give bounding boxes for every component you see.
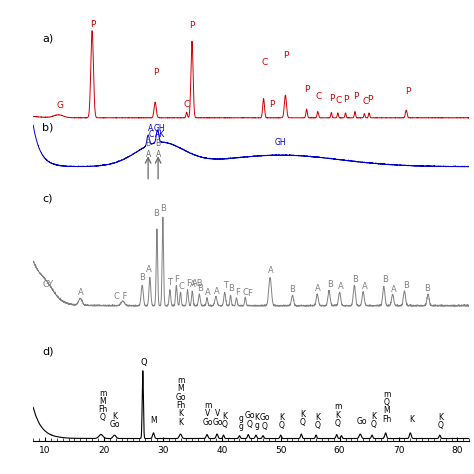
Text: A: A (146, 150, 151, 159)
Text: C: C (315, 91, 321, 100)
Text: B: B (290, 285, 295, 294)
Text: a): a) (42, 34, 53, 44)
Text: B: B (382, 274, 388, 283)
Text: c): c) (42, 193, 53, 203)
Text: K
g: K g (255, 412, 260, 430)
Text: B: B (146, 139, 151, 148)
Text: A: A (214, 287, 219, 296)
Text: B: B (155, 139, 161, 148)
Text: AB: AB (192, 279, 203, 288)
Text: A: A (315, 284, 321, 293)
Text: C: C (335, 96, 342, 105)
Text: A: A (268, 265, 273, 274)
Text: A: A (338, 282, 344, 291)
Text: B: B (352, 274, 358, 283)
Text: A: A (77, 288, 83, 297)
Text: P: P (190, 21, 195, 30)
Text: C F: C F (114, 292, 127, 301)
Text: F: F (235, 288, 239, 297)
Text: P: P (304, 85, 310, 94)
Text: C: C (148, 129, 154, 138)
Text: A: A (146, 264, 152, 273)
Text: Go
Q: Go Q (244, 411, 255, 428)
Text: F: F (186, 279, 191, 288)
Text: K: K (410, 415, 415, 424)
Text: m
V
Go: m V Go (202, 401, 213, 427)
Text: T: T (223, 281, 228, 290)
Text: C: C (178, 282, 184, 291)
Text: A: A (190, 280, 196, 289)
Text: B: B (327, 280, 333, 289)
Text: m
Q
M
Fh: m Q M Fh (382, 390, 392, 424)
Text: C: C (184, 100, 190, 109)
Text: B: B (139, 273, 145, 282)
Text: K
Q: K Q (315, 412, 321, 430)
Text: b): b) (42, 122, 54, 132)
Text: K
Q: K Q (371, 412, 377, 429)
Text: C: C (243, 288, 249, 297)
Text: K
Go: K Go (109, 412, 120, 429)
Text: A: A (205, 288, 210, 297)
Text: B: B (160, 204, 166, 213)
Text: m
M
Fh
Q: m M Fh Q (98, 389, 107, 422)
Text: C: C (261, 58, 267, 67)
Text: V
Go: V Go (212, 409, 223, 427)
Text: GY: GY (42, 280, 54, 289)
Text: Go
Q: Go Q (260, 413, 270, 430)
Text: B: B (228, 284, 234, 293)
Text: P: P (269, 100, 274, 109)
Text: m
K
Q: m K Q (334, 402, 342, 428)
Text: A: A (362, 282, 367, 291)
Text: P: P (343, 95, 349, 104)
Text: P: P (353, 91, 358, 100)
Text: B: B (403, 281, 409, 290)
Text: P: P (283, 51, 289, 60)
Text: K
Q: K Q (300, 410, 305, 427)
Text: P: P (329, 94, 335, 103)
Text: P: P (90, 20, 95, 29)
Text: M: M (151, 416, 157, 425)
Text: K
Q: K Q (222, 412, 228, 429)
Text: Q: Q (140, 358, 146, 367)
Text: P: P (153, 68, 158, 77)
Text: P: P (405, 87, 410, 96)
Text: F: F (247, 289, 253, 298)
Text: GH: GH (275, 138, 286, 147)
Text: C: C (363, 97, 369, 106)
Text: B: B (197, 283, 203, 292)
Text: B: B (154, 209, 159, 218)
Text: P: P (367, 95, 373, 104)
Text: m
M
Go
Fh
K
K: m M Go Fh K K (175, 376, 186, 427)
Text: A: A (148, 124, 154, 133)
Text: AK: AK (155, 129, 165, 138)
Text: B: B (424, 284, 430, 293)
Text: g
g: g g (238, 414, 243, 431)
Text: F: F (174, 274, 179, 283)
Text: Go: Go (356, 417, 367, 426)
Text: T: T (167, 278, 173, 287)
Text: A: A (155, 150, 161, 159)
Text: K
Q: K Q (279, 412, 285, 430)
Text: G: G (56, 101, 63, 110)
Text: A: A (391, 285, 397, 294)
Text: GH: GH (154, 124, 166, 133)
Text: K
Q: K Q (438, 412, 444, 430)
Text: d): d) (42, 347, 54, 357)
